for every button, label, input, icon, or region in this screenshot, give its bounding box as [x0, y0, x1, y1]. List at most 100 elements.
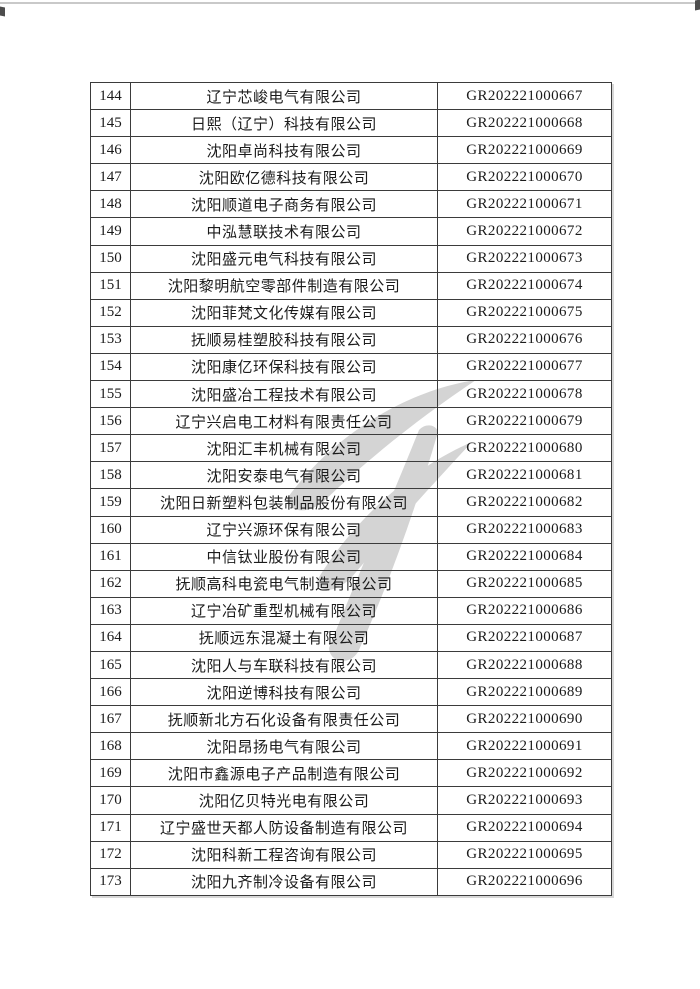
company-name: 沈阳盛元电气科技有限公司 — [130, 244, 438, 273]
registration-code: GR202221000696 — [437, 867, 612, 897]
company-name: 沈阳菲梵文化传媒有限公司 — [130, 298, 438, 327]
registration-code: GR202221000676 — [437, 325, 612, 354]
table-row: 168 沈阳昂扬电气有限公司 GR202221000691 — [90, 732, 612, 761]
registration-code: GR202221000686 — [437, 596, 612, 625]
row-number: 155 — [90, 380, 131, 409]
table-row: 165 沈阳人与车联科技有限公司 GR202221000688 — [90, 650, 612, 680]
registration-code: GR202221000668 — [437, 109, 612, 138]
table-row: 172 沈阳科新工程咨询有限公司 GR202221000695 — [90, 840, 612, 869]
company-name: 沈阳市鑫源电子产品制造有限公司 — [130, 759, 438, 788]
registration-code: GR202221000692 — [437, 759, 612, 788]
registration-code: GR202221000675 — [437, 298, 612, 327]
registration-code: GR202221000672 — [437, 217, 612, 246]
company-name: 沈阳康亿环保科技有限公司 — [130, 352, 438, 382]
registration-code: GR202221000695 — [437, 840, 612, 869]
row-number: 153 — [90, 325, 131, 354]
row-number: 172 — [90, 840, 131, 869]
row-number: 168 — [90, 732, 131, 761]
company-name: 辽宁盛世天都人防设备制造有限公司 — [130, 813, 438, 842]
row-number: 167 — [90, 705, 131, 734]
table-row: 149 中泓慧联技术有限公司 GR202221000672 — [90, 217, 612, 246]
company-table-body: 144 辽宁芯峻电气有限公司 GR202221000667 145 日熙（辽宁）科技有限… — [90, 81, 612, 897]
company-name: 沈阳科新工程咨询有限公司 — [130, 840, 438, 869]
table-row: 170 沈阳亿贝特光电有限公司 GR202221000693 — [90, 786, 612, 815]
row-number: 154 — [90, 352, 131, 382]
company-name: 沈阳日新塑料包装制品股份有限公司 — [130, 488, 438, 517]
row-number: 161 — [90, 542, 131, 571]
row-number: 158 — [90, 461, 131, 490]
registration-code: GR202221000683 — [437, 515, 612, 544]
table-row: 164 抚顺远东混凝土有限公司 GR202221000687 — [90, 623, 612, 652]
table-row: 163 辽宁冶矿重型机械有限公司 GR202221000686 — [90, 596, 612, 625]
registration-code: GR202221000674 — [437, 271, 612, 300]
table-row: 173 沈阳九齐制冷设备有限公司 GR202221000696 — [90, 867, 612, 897]
row-number: 148 — [90, 190, 131, 219]
registration-code: GR202221000669 — [437, 136, 612, 165]
registration-code: GR202221000693 — [437, 786, 612, 815]
table-row: 160 辽宁兴源环保有限公司 GR202221000683 — [90, 515, 612, 544]
registration-code: GR202221000684 — [437, 542, 612, 571]
row-number: 157 — [90, 434, 131, 463]
table-row: 153 抚顺易桂塑胶科技有限公司 GR202221000676 — [90, 325, 612, 354]
table-row: 155 沈阳盛冶工程技术有限公司 GR202221000678 — [90, 380, 612, 409]
company-name: 沈阳盛冶工程技术有限公司 — [130, 380, 438, 409]
table-row: 156 辽宁兴启电工材料有限责任公司 GR202221000679 — [90, 407, 612, 436]
table-row: 151 沈阳黎明航空零部件制造有限公司 GR202221000674 — [90, 271, 612, 300]
registration-code: GR202221000688 — [437, 650, 612, 680]
row-number: 165 — [90, 650, 131, 680]
row-number: 159 — [90, 488, 131, 517]
row-number: 149 — [90, 217, 131, 246]
row-number: 150 — [90, 244, 131, 273]
table-row: 154 沈阳康亿环保科技有限公司 GR202221000677 — [90, 352, 612, 382]
row-number: 170 — [90, 786, 131, 815]
company-name: 沈阳黎明航空零部件制造有限公司 — [130, 271, 438, 300]
company-name: 中信钛业股份有限公司 — [130, 542, 438, 571]
table-row: 158 沈阳安泰电气有限公司 GR202221000681 — [90, 461, 612, 490]
registration-code: GR202221000670 — [437, 163, 612, 192]
row-number: 162 — [90, 569, 131, 598]
company-name: 抚顺新北方石化设备有限责任公司 — [130, 705, 438, 734]
table-row: 166 沈阳逆博科技有限公司 GR202221000689 — [90, 678, 612, 707]
registration-code: GR202221000678 — [437, 380, 612, 409]
row-number: 144 — [90, 81, 131, 111]
company-name: 沈阳欧亿德科技有限公司 — [130, 163, 438, 192]
table-row: 157 沈阳汇丰机械有限公司 GR202221000680 — [90, 434, 612, 463]
table-row: 159 沈阳日新塑料包装制品股份有限公司 GR202221000682 — [90, 488, 612, 517]
row-number: 151 — [90, 271, 131, 300]
registration-code: GR202221000687 — [437, 623, 612, 652]
row-number: 163 — [90, 596, 131, 625]
registration-code: GR202221000691 — [437, 732, 612, 761]
registration-code: GR202221000667 — [437, 81, 612, 111]
table-row: 150 沈阳盛元电气科技有限公司 GR202221000673 — [90, 244, 612, 273]
table-row: 147 沈阳欧亿德科技有限公司 GR202221000670 — [90, 163, 612, 192]
company-name: 抚顺高科电瓷电气制造有限公司 — [130, 569, 438, 598]
company-name: 沈阳汇丰机械有限公司 — [130, 434, 438, 463]
registration-code: GR202221000682 — [437, 488, 612, 517]
company-name: 辽宁兴启电工材料有限责任公司 — [130, 407, 438, 436]
registration-code: GR202221000694 — [437, 813, 612, 842]
company-name: 抚顺易桂塑胶科技有限公司 — [130, 325, 438, 354]
registration-code: GR202221000673 — [437, 244, 612, 273]
table-row: 171 辽宁盛世天都人防设备制造有限公司 GR202221000694 — [90, 813, 612, 842]
company-name: 沈阳逆博科技有限公司 — [130, 678, 438, 707]
table-row: 148 沈阳顺道电子商务有限公司 GR202221000671 — [90, 190, 612, 219]
row-number: 156 — [90, 407, 131, 436]
row-number: 146 — [90, 136, 131, 165]
company-name: 沈阳九齐制冷设备有限公司 — [130, 867, 438, 897]
table-row: 161 中信钛业股份有限公司 GR202221000684 — [90, 542, 612, 571]
company-name: 沈阳昂扬电气有限公司 — [130, 732, 438, 761]
row-number: 147 — [90, 163, 131, 192]
company-name: 日熙（辽宁）科技有限公司 — [130, 109, 438, 138]
table-row: 162 抚顺高科电瓷电气制造有限公司 GR202221000685 — [90, 569, 612, 598]
table-row: 146 沈阳卓尚科技有限公司 GR202221000669 — [90, 136, 612, 165]
row-number: 152 — [90, 298, 131, 327]
row-number: 169 — [90, 759, 131, 788]
company-name: 沈阳卓尚科技有限公司 — [130, 136, 438, 165]
row-number: 145 — [90, 109, 131, 138]
registration-code: GR202221000671 — [437, 190, 612, 219]
company-name: 沈阳亿贝特光电有限公司 — [130, 786, 438, 815]
registration-code: GR202221000677 — [437, 352, 612, 382]
company-name: 沈阳顺道电子商务有限公司 — [130, 190, 438, 219]
registration-code: GR202221000689 — [437, 678, 612, 707]
